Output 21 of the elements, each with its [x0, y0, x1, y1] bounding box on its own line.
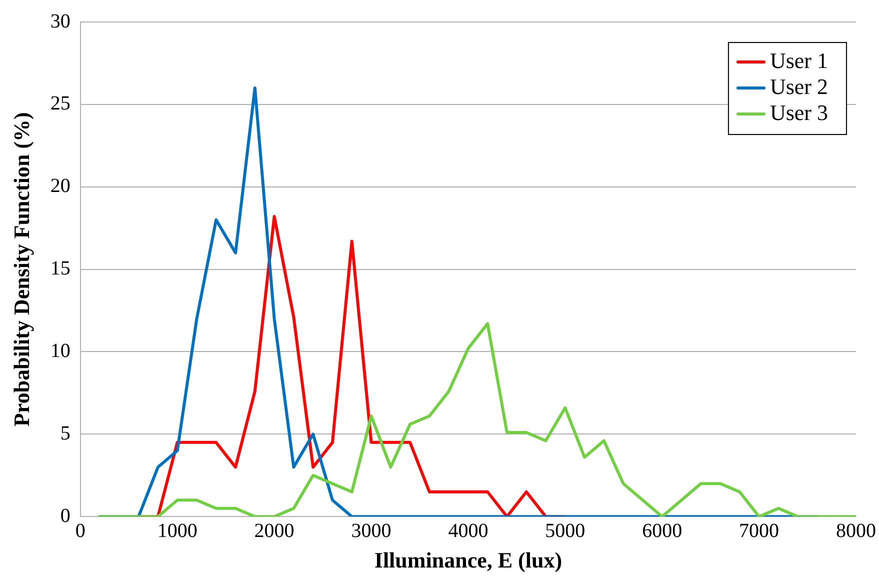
- legend-label: User 1: [770, 48, 828, 73]
- legend-label: User 2: [770, 74, 828, 99]
- y-tick-label: 10: [50, 340, 70, 362]
- y-tick-label: 25: [50, 92, 70, 115]
- x-tick-label: 6000: [642, 520, 682, 542]
- x-tick-label: 2000: [254, 520, 294, 542]
- x-tick-label: 8000: [836, 520, 876, 542]
- x-tick-label: 3000: [351, 520, 392, 542]
- y-tick-label: 15: [50, 258, 70, 280]
- x-tick-label: 5000: [545, 520, 586, 542]
- legend-label: User 3: [770, 100, 828, 125]
- x-tick-label: 4000: [448, 520, 488, 542]
- y-tick-label: 20: [50, 175, 70, 198]
- x-tick-label: 7000: [739, 520, 780, 542]
- y-tick-label: 0: [60, 504, 70, 527]
- x-tick-label: 1000: [157, 520, 198, 542]
- y-tick-label: 5: [60, 422, 70, 444]
- y-axis-title: Probability Density Function (%): [8, 112, 34, 426]
- x-axis-title: Illuminance, E (lux): [374, 547, 562, 572]
- y-tick-label: 30: [50, 10, 70, 32]
- x-tick-label: 0: [75, 520, 86, 542]
